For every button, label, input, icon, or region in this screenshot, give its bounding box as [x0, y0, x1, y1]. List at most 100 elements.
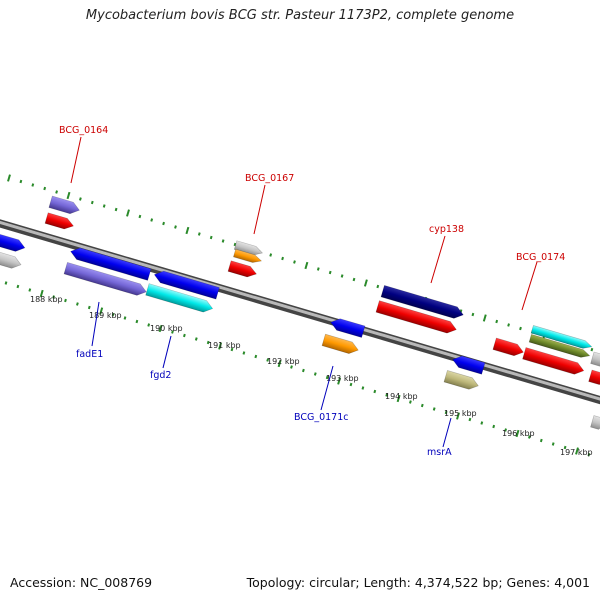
- gene-arrow[interactable]: [0, 225, 27, 253]
- minor-tick: [376, 284, 380, 289]
- minor-tick: [281, 256, 284, 261]
- gene-label-bcg-0164[interactable]: BCG_0164: [59, 125, 108, 136]
- minor-tick: [194, 337, 198, 341]
- gene-arrow[interactable]: [63, 262, 148, 297]
- minor-tick: [87, 305, 91, 310]
- minor-tick: [495, 319, 499, 324]
- major-tick: [66, 191, 71, 200]
- gene-arrow[interactable]: [0, 245, 23, 270]
- minor-tick: [43, 186, 47, 191]
- minor-tick: [352, 277, 356, 282]
- genome-summary-text: Topology: circular; Length: 4,374,522 bp…: [246, 575, 590, 590]
- ruler-label: 193 kbp: [326, 374, 359, 383]
- minor-tick: [471, 312, 475, 317]
- minor-tick: [349, 382, 353, 387]
- gene-label-fgd2[interactable]: fgd2: [150, 370, 171, 381]
- minor-tick: [420, 403, 424, 408]
- minor-tick: [147, 323, 151, 327]
- gene-arrow[interactable]: [329, 316, 366, 338]
- minor-tick: [316, 267, 320, 271]
- major-tick: [126, 209, 130, 217]
- gene-arrow[interactable]: [227, 260, 258, 279]
- minor-tick: [150, 218, 154, 222]
- major-tick: [337, 377, 342, 385]
- minor-tick: [302, 368, 305, 373]
- gene-arrow[interactable]: [588, 369, 600, 386]
- major-tick: [482, 314, 487, 322]
- gene-arrow[interactable]: [380, 285, 465, 320]
- kbp-ruler: 188 kbp 189 kbp 190 kbp 191 kbp 192 kbp …: [30, 295, 593, 457]
- minor-tick: [519, 326, 522, 331]
- gene-arrow[interactable]: [233, 240, 264, 258]
- minor-tick: [444, 410, 448, 415]
- gene-label-bcg-0174[interactable]: BCG_0174: [516, 252, 565, 263]
- minor-tick: [111, 312, 115, 317]
- gene-arrow[interactable]: [375, 300, 458, 336]
- major-tick: [515, 429, 520, 438]
- minor-tick: [290, 365, 293, 369]
- minor-tick: [539, 438, 543, 443]
- gene-arrow[interactable]: [522, 347, 586, 376]
- major-tick: [158, 324, 163, 333]
- minor-tick: [162, 221, 165, 226]
- major-tick: [575, 447, 579, 455]
- minor-tick: [114, 207, 118, 212]
- minor-tick: [328, 270, 332, 275]
- minor-tick: [55, 190, 58, 194]
- gene-arrow[interactable]: [443, 370, 480, 391]
- gene-arrow[interactable]: [492, 337, 525, 358]
- gene-arrow[interactable]: [48, 195, 81, 216]
- minor-tick: [340, 274, 344, 278]
- major-tick: [396, 394, 401, 403]
- minor-tick: [90, 200, 94, 205]
- gene-arrow[interactable]: [145, 283, 215, 315]
- major-tick: [218, 342, 223, 350]
- minor-tick: [206, 340, 210, 345]
- major-tick: [277, 359, 282, 368]
- minor-tick: [480, 421, 484, 425]
- minor-tick: [230, 347, 234, 352]
- gene-arrow[interactable]: [530, 325, 593, 350]
- gene-arrow[interactable]: [528, 334, 591, 359]
- gene-arrow[interactable]: [321, 333, 360, 356]
- minor-tick: [28, 288, 32, 292]
- gene-label-bcg-0167[interactable]: BCG_0167: [245, 173, 294, 184]
- ruler-label: 189 kbp: [89, 311, 122, 320]
- gene-arrow[interactable]: [590, 351, 600, 368]
- ruler-label: 195 kbp: [444, 409, 477, 418]
- ruler-label: 190 kbp: [150, 324, 183, 333]
- major-tick: [363, 279, 368, 287]
- major-tick: [456, 412, 460, 420]
- minor-tick: [197, 232, 201, 236]
- gene-label-cyp138[interactable]: cyp138: [429, 224, 464, 235]
- minor-tick: [325, 375, 329, 380]
- minor-tick: [293, 260, 296, 264]
- gene-label-fade1[interactable]: fadE1: [76, 349, 103, 360]
- minor-tick: [313, 372, 317, 376]
- gene-arrow[interactable]: [153, 269, 220, 300]
- gene-arrow[interactable]: [590, 415, 600, 431]
- minor-tick: [385, 393, 389, 397]
- minor-tick: [528, 435, 531, 439]
- minor-tick: [123, 316, 127, 320]
- minor-tick: [16, 284, 20, 289]
- gene-arrow[interactable]: [69, 246, 152, 281]
- minor-tick: [183, 333, 186, 338]
- gene-arrow[interactable]: [233, 248, 263, 265]
- gene-arrow[interactable]: [44, 212, 75, 231]
- gene-arrow[interactable]: [451, 354, 486, 375]
- minor-tick: [254, 354, 258, 359]
- minor-tick: [590, 347, 594, 352]
- gene-label-bcg-0171c[interactable]: BCG_0171c: [294, 412, 349, 423]
- minor-tick: [79, 197, 82, 201]
- minor-tick: [551, 442, 555, 446]
- major-tick: [7, 174, 11, 182]
- ruler-label: 197 kbp: [560, 448, 593, 457]
- minor-tick: [209, 235, 213, 240]
- minor-tick: [242, 351, 246, 355]
- major-tick: [185, 226, 190, 235]
- minor-tick: [269, 253, 273, 257]
- gene-label-msra[interactable]: msrA: [427, 447, 452, 458]
- minor-tick: [52, 295, 55, 299]
- ruler-label: 192 kbp: [267, 357, 300, 366]
